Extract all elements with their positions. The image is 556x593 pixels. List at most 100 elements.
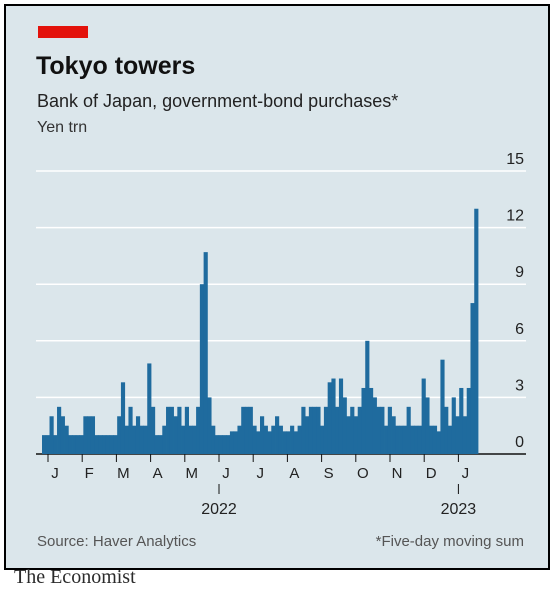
bar <box>241 406 246 454</box>
bar <box>286 431 291 454</box>
x-tick-label: D <box>426 465 437 482</box>
y-tick-label: 3 <box>515 377 524 394</box>
bar <box>252 425 257 454</box>
bar <box>113 435 118 454</box>
bar <box>263 425 268 454</box>
y-tick-label: 9 <box>515 264 524 281</box>
bar <box>57 406 62 454</box>
bar <box>72 435 77 454</box>
bar <box>414 425 419 454</box>
bar <box>196 406 201 454</box>
year-label: 2022 <box>201 501 237 518</box>
bar <box>260 416 265 454</box>
bar <box>166 406 171 454</box>
bar-chart: 0 3 6 9 12 15 J F M A M J J A S O N D J 2022 2023 <box>36 151 526 518</box>
bar <box>79 435 84 454</box>
bar <box>410 425 415 454</box>
bar <box>447 425 453 454</box>
bar <box>350 406 355 454</box>
bar <box>177 406 182 454</box>
bar <box>470 303 475 454</box>
bar <box>147 363 152 454</box>
bar <box>169 406 174 454</box>
bar <box>357 406 362 454</box>
bar <box>42 435 47 454</box>
bar <box>83 416 88 454</box>
bar <box>338 378 344 454</box>
bar <box>68 435 73 454</box>
y-tick-label: 6 <box>515 321 524 338</box>
bar <box>64 425 69 454</box>
bar <box>353 416 359 454</box>
bar <box>440 359 445 454</box>
bar <box>391 416 396 454</box>
bar <box>60 416 65 454</box>
bar <box>278 425 283 454</box>
bar <box>128 406 133 454</box>
x-tick-label: J <box>256 465 264 482</box>
bar <box>342 397 347 454</box>
bar <box>335 406 340 454</box>
bar <box>139 425 144 454</box>
x-tick-label: S <box>324 465 334 482</box>
bar <box>305 416 310 454</box>
bar <box>211 425 216 454</box>
bar <box>233 431 238 454</box>
x-tick-label: A <box>153 465 163 482</box>
bar <box>203 252 208 454</box>
bar <box>425 397 430 454</box>
bar <box>462 416 468 454</box>
bar <box>459 387 464 454</box>
bar <box>376 406 381 454</box>
bar <box>226 435 231 454</box>
bar <box>429 425 434 454</box>
bar <box>331 378 336 454</box>
bar <box>474 208 479 454</box>
x-tick-label: O <box>357 465 369 482</box>
bar <box>173 416 178 454</box>
x-tick-label: A <box>289 465 299 482</box>
bar <box>395 425 400 454</box>
footnote: *Five-day moving sum <box>375 533 524 550</box>
x-tick-label: M <box>186 465 199 482</box>
bar <box>316 406 321 454</box>
bar <box>214 435 220 454</box>
bar <box>297 425 302 454</box>
bar <box>192 425 197 454</box>
bar <box>402 425 407 454</box>
y-tick-label: 15 <box>506 151 524 168</box>
bar <box>312 406 317 454</box>
bar <box>90 416 96 454</box>
bar <box>132 425 137 454</box>
bar <box>117 416 122 454</box>
y-tick-label: 12 <box>506 208 524 225</box>
bar <box>384 425 389 454</box>
bar <box>49 416 54 454</box>
chart-frame: Tokyo towers Bank of Japan, government-b… <box>4 4 550 570</box>
bar <box>143 425 148 454</box>
bar <box>406 406 411 454</box>
bar <box>444 406 449 454</box>
bar <box>293 431 298 454</box>
bar <box>53 435 58 454</box>
bar <box>466 387 471 454</box>
x-tick-label: N <box>392 465 403 482</box>
bar <box>248 406 253 454</box>
bar <box>451 397 456 454</box>
x-tick-label: J <box>51 465 59 482</box>
bar <box>154 435 159 454</box>
brand-logo: The Economist <box>14 566 136 588</box>
bar <box>455 416 460 454</box>
bar <box>271 425 276 454</box>
bar <box>151 406 156 454</box>
bar <box>109 435 114 454</box>
bar <box>45 435 50 454</box>
bar <box>387 406 392 454</box>
bar <box>158 435 163 454</box>
bar <box>436 431 441 454</box>
bar <box>188 425 193 454</box>
bar <box>218 435 223 454</box>
bar <box>372 397 377 454</box>
bar <box>432 425 438 454</box>
bar <box>244 406 250 454</box>
